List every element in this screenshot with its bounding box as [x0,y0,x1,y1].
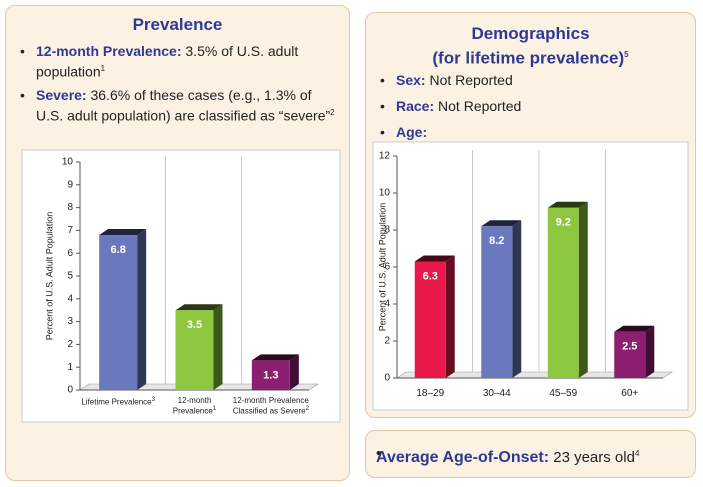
bullet: Race: Not Reported [380,97,521,115]
x-tick-label: 30–44 [464,388,531,400]
category-text: 12-month Prevalence Classified as Severe [232,396,309,416]
bullet-label: Age: [396,124,428,140]
y-tick-label: 3 [67,316,73,327]
bullet: Severe: 36.6% of these cases (e.g., 1.3%… [20,86,341,125]
bar [614,331,646,378]
bar [547,207,579,378]
category-text: 12-month Prevalence [172,396,213,416]
value-label: 2.5 [622,341,637,353]
bar-side [137,228,147,390]
panel-title: Demographics [471,24,590,43]
y-tick-label: 9 [67,179,73,190]
onset-panel: Average Age-of-Onset: 23 years old4 [365,430,696,478]
bullet: 12-month Prevalence: 3.5% of U.S. adult … [20,42,336,81]
bar-side [645,325,655,378]
y-tick-label: 0 [67,385,73,396]
value-label: 9.2 [556,217,571,229]
y-tick-label: 5 [67,271,73,282]
bar-top [481,220,522,227]
bar [251,360,290,390]
footnote: 2 [305,406,309,412]
bar-top [175,304,223,311]
bar-side [578,201,588,378]
bar-top [251,354,299,361]
bullet-label: 12-month Prevalence: [36,43,182,59]
onset-value: 23 years old [553,449,635,466]
bar-side [445,255,455,378]
x-tick-label: 60+ [597,388,664,400]
y-tick-label: 12 [379,151,391,162]
y-tick-label: 6 [384,262,390,273]
onset-text: Average Age-of-Onset: 23 years old4 [376,445,639,467]
bar-side [289,354,299,390]
y-tick-label: 4 [67,293,73,304]
x-tick-label: Lifetime Prevalence3 [80,396,156,407]
y-tick-label: 2 [384,336,390,347]
bullet-text: 3.5% of U.S. adult population [36,43,299,80]
bar-top [414,255,455,262]
panel-title: Prevalence [132,15,223,34]
y-tick-label: 0 [384,373,390,384]
x-tick-label: 45–59 [530,388,597,400]
y-tick-label: 2 [67,339,73,350]
footnote: 3 [151,397,155,403]
value-label: 6.8 [111,244,126,256]
bar [175,310,214,390]
bullet-text: Not Reported [429,72,513,88]
x-tick-label: 12-month Prevalence Classified as Severe… [233,396,309,416]
x-tick-label: 12-month Prevalence1 [156,396,232,416]
bullet-label: Sex: [396,72,426,88]
footnote: 1 [212,406,217,412]
value-label: 8.2 [489,235,504,247]
value-label: 6.3 [423,270,438,282]
bar-top [99,228,147,235]
y-axis-title: Percent of U.S. Adult Population [44,212,54,341]
y-tick-label: 1 [67,362,73,373]
category-text: Lifetime Prevalence [81,397,152,407]
bar-side [512,220,522,378]
panel-subtitle: (for lifetime prevalence)5 [366,44,695,69]
y-tick-label: 10 [62,157,74,168]
y-tick-label: 8 [384,225,390,236]
bar [414,261,446,378]
category-text: 45–59 [549,388,578,399]
y-tick-label: 6 [67,248,73,259]
x-tick-label: 18–29 [397,388,464,400]
category-text: 30–44 [482,388,511,399]
y-tick-label: 8 [67,202,73,213]
bullet-label: Severe: [36,87,87,103]
category-text: 60+ [621,388,639,399]
bullet: Age: [380,123,427,141]
footnote: 1 [100,64,106,73]
bar-top [547,201,588,208]
bullet: Sex: Not Reported [380,71,513,89]
bar [481,226,513,378]
bullet-label: Race: [396,98,435,114]
footnote: 5 [624,50,629,59]
y-tick-label: 4 [384,299,390,310]
footnote: 4 [634,449,640,458]
y-axis-title: Percent of U.S. Adult Population [377,203,387,332]
bar-side [213,304,223,390]
bullet-text: Not Reported [438,98,522,114]
value-label: 3.5 [187,319,202,331]
bullet-text: 36.6% of these cases (e.g., 1.3% of U.S.… [36,87,331,124]
bar [99,234,138,390]
y-tick-label: 7 [67,225,73,236]
subtitle-text: (for lifetime prevalence) [432,48,625,68]
value-label: 1.3 [263,369,278,381]
bar-top [614,325,655,332]
footnote: 2 [330,108,335,117]
y-tick-label: 10 [379,188,391,199]
category-text: 18–29 [416,388,445,399]
onset-label: Average Age-of-Onset: [376,449,550,466]
